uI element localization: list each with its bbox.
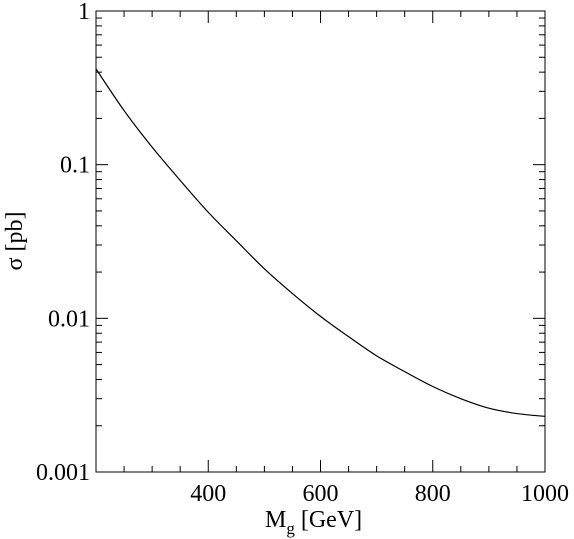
y-tick-label: 0.01 — [48, 306, 90, 332]
x-axis-label-main: M — [265, 507, 286, 533]
y-tick-label: 0.001 — [36, 460, 90, 486]
y-axis-label: σ [pb] — [2, 212, 28, 271]
y-tick-labels: 0.001 0.01 0.1 1 — [36, 0, 90, 486]
x-tick-label: 1000 — [521, 481, 569, 507]
series-line — [95, 68, 546, 418]
x-tick-label: 600 — [303, 481, 339, 507]
x-tick-label: 800 — [415, 481, 451, 507]
y-tick-label: 1 — [78, 0, 90, 25]
x-tick-label: 400 — [190, 481, 226, 507]
major-ticks — [95, 10, 546, 473]
x-axis-label-rest: [GeV] — [295, 507, 362, 533]
y-tick-label: 0.1 — [60, 153, 90, 179]
x-axis-label: Mg [GeV] — [265, 507, 362, 538]
plot-frame — [95, 10, 546, 473]
x-axis-label-sub: g — [286, 519, 295, 538]
x-tick-labels: 400 600 800 1000 — [190, 481, 569, 507]
minor-ticks — [96, 11, 545, 472]
